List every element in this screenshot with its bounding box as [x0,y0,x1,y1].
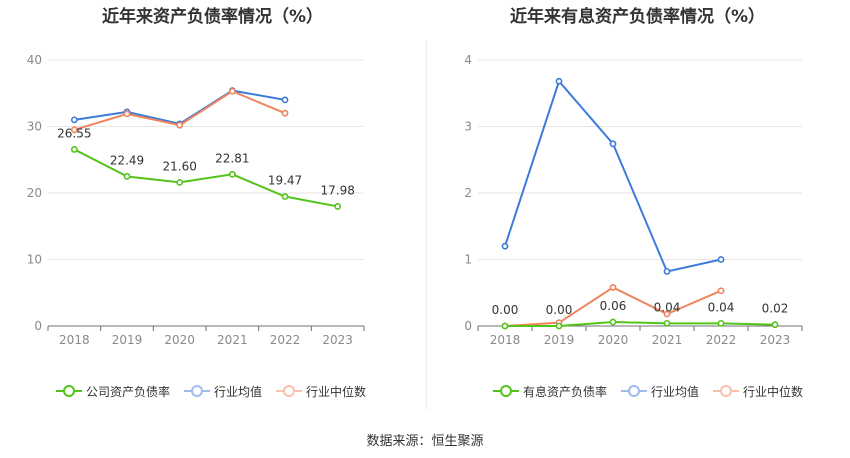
data-point[interactable] [281,193,289,200]
x-tick-label: 2018 [59,333,90,347]
data-point[interactable] [609,318,617,326]
data-label: 0.00 [492,303,519,317]
x-tick-label: 2019 [112,333,143,347]
data-point[interactable] [501,242,509,250]
interest-debt-ratio-legend: 有息资产负债率 行业均值 行业中位数 [493,382,817,400]
data-label: 0.06 [600,299,627,313]
data-point[interactable] [123,110,131,118]
chart-title-interest-debt-ratio: 近年来有息资产负债率情况（%） [509,7,766,27]
legend-label: 公司资产负债率 [86,384,171,399]
x-tick-label: 2021 [217,333,248,347]
x-tick-label: 2020 [164,333,195,347]
y-tick-label: 40 [27,53,42,67]
x-tick-label: 2023 [760,333,791,347]
y-tick-label: 30 [27,120,42,134]
debt-ratio-chart: 0 10 20 30 40 2018 2019 2020 2021 2022 2023 26.55 22… [27,53,365,347]
data-point[interactable] [501,322,509,330]
legend-label: 行业均值 [214,384,263,399]
legend-line-marker-icon [713,384,740,398]
data-point[interactable] [663,268,671,275]
data-point[interactable] [555,322,563,330]
y-tick-label: 4 [464,53,472,67]
x-tick-label: 2019 [544,333,575,347]
series-line [73,148,338,208]
x-tick-label: 2020 [598,333,629,347]
data-point[interactable] [123,173,131,180]
series-line [504,79,722,273]
data-point[interactable] [717,319,725,327]
data-point[interactable] [228,87,236,95]
data-label: 17.98 [320,183,354,197]
chart-title-debt-ratio: 近年来资产负债率情况（%） [101,7,324,27]
legend-line-marker-icon [621,384,648,398]
legend-line-marker-icon [493,384,519,398]
legend-item-industry-median[interactable]: 行业中位数 [713,383,803,400]
debt-ratio-legend: 公司资产负债率 行业均值 行业中位数 [56,382,380,400]
data-label: 21.60 [162,159,196,173]
data-label: 0.02 [762,302,789,316]
legend-line-marker-icon [184,384,211,398]
x-tick-label: 2021 [652,333,683,347]
data-point[interactable] [281,96,289,104]
data-point[interactable] [771,321,779,329]
x-tick-label: 2022 [270,333,301,347]
legend-label: 行业中位数 [743,384,804,399]
data-point[interactable] [70,116,78,124]
x-tick-label: 2022 [706,333,737,347]
data-label: 0.04 [654,300,681,314]
series-line [505,321,776,327]
legend-item-company[interactable]: 有息资产负债率 [493,383,607,400]
data-label: 22.81 [215,151,249,165]
data-label: 26.55 [57,126,91,140]
data-point[interactable] [334,203,342,210]
legend-label: 行业均值 [651,384,700,399]
data-label: 22.49 [110,153,144,167]
y-tick-label: 10 [27,253,42,267]
data-point[interactable] [70,126,78,134]
interest-debt-ratio-chart: 0 1 2 3 4 2018 2019 2020 2021 2022 2023 0.00 0.00 0.0… [464,53,803,347]
data-point[interactable] [663,319,671,327]
data-point[interactable] [663,310,671,318]
data-label: 0.04 [708,300,735,314]
legend-line-marker-icon [276,384,303,398]
y-tick-label: 0 [464,319,472,333]
data-point[interactable] [281,109,289,117]
data-point[interactable] [717,287,725,295]
y-tick-label: 20 [27,186,42,200]
x-tick-label: 2018 [490,333,521,347]
legend-item-industry-mean[interactable]: 行业均值 [621,383,699,400]
legend-label: 行业中位数 [306,384,367,399]
y-tick-label: 2 [464,186,472,200]
y-tick-label: 1 [464,253,472,267]
data-point[interactable] [228,170,236,178]
legend-item-industry-mean[interactable]: 行业均值 [184,383,262,400]
chart-divider [426,40,427,410]
legend-label: 有息资产负债率 [523,384,608,399]
data-point[interactable] [555,77,563,85]
x-tick-label: 2023 [322,333,353,347]
y-tick-label: 0 [34,319,42,333]
legend-item-company[interactable]: 公司资产负债率 [56,383,170,400]
y-tick-label: 3 [464,120,472,134]
data-source-note: 数据来源：恒生聚源 [366,434,484,449]
data-point[interactable] [70,146,78,153]
data-point[interactable] [717,256,725,263]
data-point[interactable] [176,121,184,129]
series-line [74,89,286,125]
data-label: 19.47 [268,174,302,188]
data-point[interactable] [609,140,617,148]
legend-item-industry-median[interactable]: 行业中位数 [276,383,366,400]
data-point[interactable] [609,284,617,291]
data-point[interactable] [176,178,184,186]
data-label: 0.00 [546,303,573,317]
legend-line-marker-icon [56,384,82,398]
